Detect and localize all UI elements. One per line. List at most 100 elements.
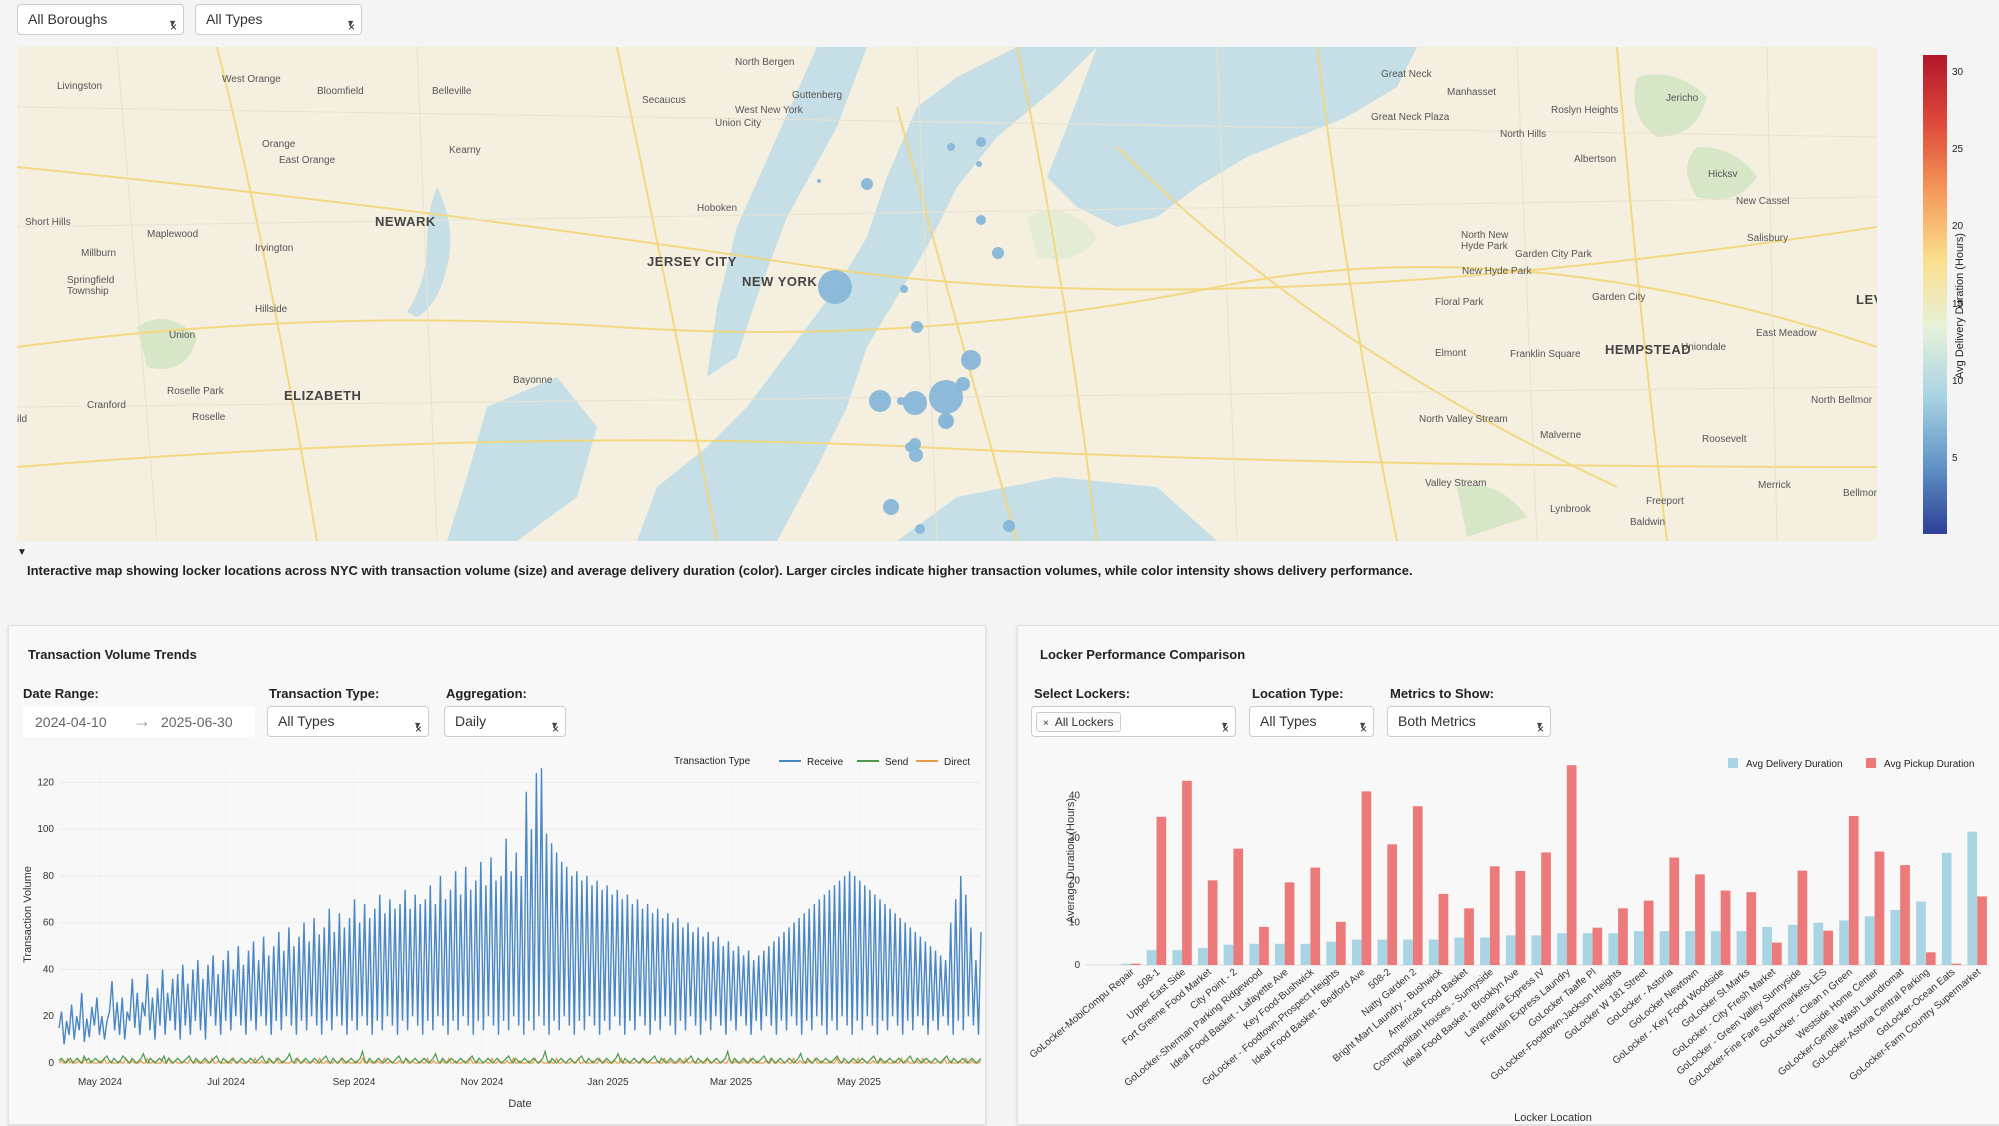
bar-pickup[interactable]	[1438, 893, 1449, 965]
bar-delivery[interactable]	[1762, 926, 1772, 965]
clear-icon[interactable]: ×	[169, 20, 177, 34]
bar-delivery[interactable]	[1172, 950, 1183, 965]
borough-filter[interactable]: All Boroughs ▼ ×	[17, 4, 184, 35]
bar-pickup[interactable]	[1489, 866, 1500, 965]
bar-pickup[interactable]	[1874, 851, 1885, 966]
chevron-down-icon[interactable]: ▼	[550, 720, 559, 730]
bar-pickup[interactable]	[1618, 908, 1628, 965]
bar-delivery[interactable]	[1711, 931, 1721, 965]
clear-icon[interactable]: ×	[1221, 722, 1229, 736]
bar-pickup[interactable]	[1643, 900, 1654, 965]
bar-delivery[interactable]	[1505, 935, 1516, 965]
bar-delivery[interactable]	[1300, 943, 1311, 965]
clear-icon[interactable]: ×	[414, 722, 422, 736]
bar-pickup[interactable]	[1182, 780, 1192, 965]
date-start[interactable]: 2024-04-10	[35, 714, 107, 730]
collapse-toggle-icon[interactable]: ▼	[17, 547, 27, 558]
type-filter[interactable]: All Types ▼ ×	[195, 4, 362, 35]
date-range-picker[interactable]: 2024-04-10 → 2025-06-30	[23, 706, 255, 737]
locker-bubble[interactable]	[947, 143, 955, 151]
bar-pickup[interactable]	[1207, 880, 1218, 965]
aggregation-select[interactable]: Daily ▼ ×	[444, 706, 566, 737]
bar-delivery[interactable]	[1634, 931, 1644, 965]
bar-delivery[interactable]	[1608, 933, 1619, 965]
bar-delivery[interactable]	[1351, 939, 1362, 965]
clear-icon[interactable]: ×	[1536, 722, 1544, 736]
bar-delivery[interactable]	[1557, 933, 1567, 965]
bar-delivery[interactable]	[1428, 939, 1439, 965]
clear-icon[interactable]: ×	[347, 20, 355, 34]
bar-delivery[interactable]	[1377, 939, 1388, 965]
bar-pickup[interactable]	[1284, 882, 1295, 965]
bar-pickup[interactable]	[1925, 952, 1936, 965]
locker-multiselect[interactable]: × All Lockers ▼ ×	[1031, 706, 1236, 737]
transaction-volume-chart[interactable]: 0 20 40 60 80 100 120 May 2024 Jul 2024 Sep 2024 N…	[9, 756, 987, 1126]
legend-item[interactable]: Receive	[807, 757, 844, 768]
locker-bubble[interactable]	[903, 391, 927, 415]
bar-pickup[interactable]	[1720, 890, 1731, 966]
bar-delivery[interactable]	[1121, 963, 1131, 965]
locker-bubble[interactable]	[976, 137, 986, 147]
location-type-select[interactable]: All Types ▼ ×	[1249, 706, 1374, 737]
locker-bubble[interactable]	[938, 413, 954, 429]
bar-delivery[interactable]	[1890, 910, 1901, 965]
metrics-select[interactable]: Both Metrics ▼ ×	[1387, 706, 1551, 737]
locker-bubble[interactable]	[909, 448, 923, 462]
locker-bubble[interactable]	[869, 390, 891, 412]
locker-bubble[interactable]	[905, 442, 915, 452]
locker-bubble[interactable]	[861, 178, 873, 190]
bar-delivery[interactable]	[1403, 939, 1413, 965]
locker-bubble[interactable]	[976, 215, 986, 225]
bar-pickup[interactable]	[1592, 927, 1603, 965]
bar-delivery[interactable]	[1531, 935, 1542, 965]
bar-delivery[interactable]	[1967, 831, 1978, 965]
chevron-down-icon[interactable]: ▼	[168, 18, 177, 28]
series-line-send[interactable]	[58, 1049, 982, 1065]
chip-all-lockers[interactable]: × All Lockers	[1036, 712, 1121, 732]
bar-pickup[interactable]	[1387, 844, 1397, 965]
locker-bubble[interactable]	[956, 377, 970, 391]
bar-pickup[interactable]	[1746, 892, 1757, 965]
bar-pickup[interactable]	[1951, 963, 1962, 965]
bar-delivery[interactable]	[1787, 924, 1798, 965]
bar-delivery[interactable]	[1480, 937, 1490, 966]
clear-icon[interactable]: ×	[1359, 722, 1367, 736]
bar-pickup[interactable]	[1695, 874, 1705, 965]
bar-delivery[interactable]	[1916, 901, 1926, 966]
legend-item[interactable]: Avg Delivery Duration	[1746, 759, 1843, 770]
locker-bubble[interactable]	[915, 524, 925, 534]
legend-item[interactable]: Direct	[944, 757, 970, 768]
bar-delivery[interactable]	[1249, 943, 1259, 965]
locker-bubble[interactable]	[911, 321, 923, 333]
series-line-receive[interactable]	[58, 768, 982, 1045]
bar-pickup[interactable]	[1515, 871, 1526, 965]
bar-delivery[interactable]	[1582, 933, 1593, 965]
bar-delivery[interactable]	[1275, 943, 1285, 965]
bar-delivery[interactable]	[1659, 931, 1670, 965]
bar-pickup[interactable]	[1233, 848, 1244, 965]
bar-pickup[interactable]	[1772, 942, 1782, 965]
locker-bubble[interactable]	[818, 270, 852, 304]
bar-pickup[interactable]	[1361, 791, 1372, 965]
bar-delivery[interactable]	[1864, 916, 1875, 965]
bar-pickup[interactable]	[1464, 908, 1474, 965]
chevron-down-icon[interactable]: ▼	[413, 720, 422, 730]
locker-bubble[interactable]	[976, 161, 982, 167]
bar-pickup[interactable]	[1259, 926, 1269, 965]
bar-pickup[interactable]	[1977, 896, 1987, 965]
bar-delivery[interactable]	[1941, 852, 1952, 965]
clear-icon[interactable]: ×	[551, 722, 559, 736]
bar-pickup[interactable]	[1823, 930, 1833, 965]
bar-pickup[interactable]	[1310, 867, 1321, 965]
bar-delivery[interactable]	[1454, 937, 1465, 966]
bar-delivery[interactable]	[1223, 944, 1234, 965]
transaction-type-select[interactable]: All Types ▼ ×	[267, 706, 429, 737]
locker-bubble[interactable]	[992, 247, 1004, 259]
bar-pickup[interactable]	[1130, 963, 1141, 965]
locker-bubble[interactable]	[1003, 520, 1015, 532]
bar-pickup[interactable]	[1566, 765, 1577, 965]
bar-delivery[interactable]	[1736, 931, 1747, 965]
bar-pickup[interactable]	[1336, 921, 1346, 965]
locker-bubble[interactable]	[817, 179, 821, 183]
